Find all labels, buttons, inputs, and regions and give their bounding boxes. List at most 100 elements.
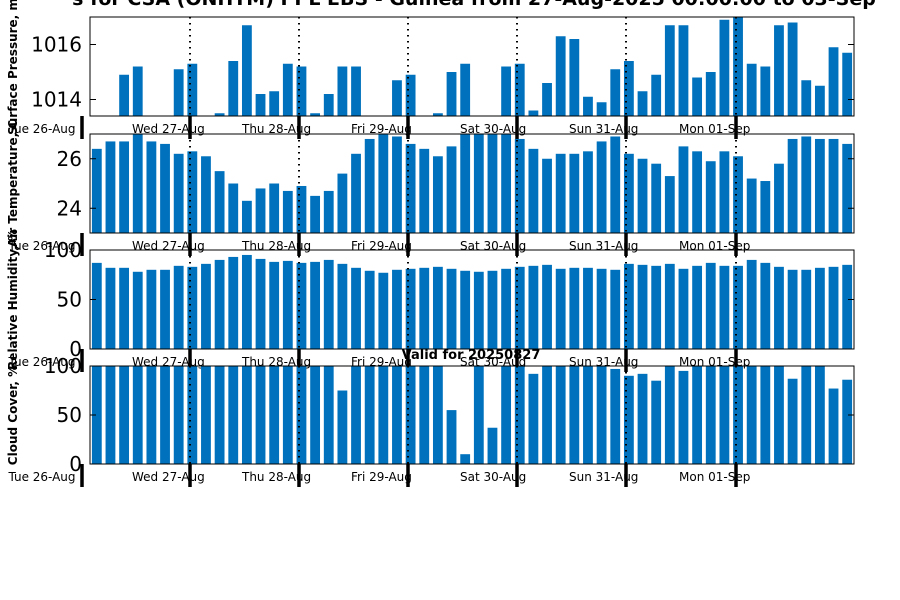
bar	[801, 136, 812, 233]
bar	[801, 269, 812, 349]
bar	[146, 141, 157, 233]
x-tick-label: Sat 30-Aug	[460, 122, 526, 136]
y-tick-label: 100	[44, 238, 82, 262]
bar	[528, 265, 539, 349]
bar	[501, 366, 512, 464]
x-tick-label: Mon 01-Sep	[679, 239, 750, 253]
bar	[774, 25, 784, 116]
bar	[501, 66, 512, 116]
bar	[501, 268, 512, 349]
bar	[623, 375, 634, 464]
y-tick-label: 0	[69, 452, 82, 476]
bar	[692, 151, 703, 233]
bar	[269, 183, 280, 233]
bar	[241, 366, 252, 464]
bar	[228, 366, 239, 464]
bar	[364, 270, 375, 349]
bar	[678, 25, 689, 116]
x-tick-label: Thu 28-Aug	[241, 239, 311, 253]
x-tick-label: Sat 30-Aug	[460, 470, 526, 484]
x-tick-label: Sun 31-Aug	[569, 470, 638, 484]
bar	[173, 265, 184, 349]
bar	[351, 153, 361, 233]
bar	[555, 153, 566, 233]
y-tick-label: 26	[57, 147, 82, 171]
bar	[241, 25, 252, 116]
x-tick-label: Tue 26-Aug	[7, 470, 75, 484]
bar	[460, 454, 471, 464]
y-tick-label: 1016	[31, 33, 82, 57]
bar	[269, 261, 280, 349]
bar	[337, 390, 348, 464]
bar	[105, 366, 116, 464]
bar	[569, 39, 580, 116]
bar	[296, 185, 307, 233]
bar	[282, 63, 293, 116]
bar	[555, 36, 566, 116]
bar	[160, 366, 170, 464]
bar	[473, 366, 484, 464]
bar	[774, 266, 784, 349]
bar	[201, 263, 211, 349]
bar	[733, 366, 743, 464]
bar	[542, 366, 552, 464]
bar	[105, 141, 116, 233]
bar	[842, 143, 853, 233]
bar	[637, 264, 648, 349]
bar	[119, 366, 130, 464]
bar-group	[119, 17, 853, 116]
bar	[787, 378, 798, 464]
bar	[392, 80, 402, 116]
bar	[201, 156, 211, 233]
bar	[678, 370, 689, 464]
y-tick-label: 100	[44, 354, 82, 378]
y-tick-label: 24	[57, 196, 82, 220]
bar	[637, 373, 648, 464]
bar	[146, 366, 157, 464]
bar	[255, 366, 266, 464]
bar	[664, 263, 675, 349]
bar	[583, 267, 593, 349]
bar	[664, 25, 675, 116]
bar	[446, 268, 457, 349]
bar	[814, 366, 825, 464]
bar	[514, 366, 525, 464]
bar	[269, 91, 280, 116]
bar	[692, 77, 703, 116]
bar	[623, 263, 634, 349]
bar	[214, 113, 225, 116]
bar	[596, 141, 607, 233]
bar	[228, 256, 239, 349]
bar	[432, 113, 443, 116]
bar	[637, 158, 648, 233]
x-tick-label: Fri 29-Aug	[351, 239, 412, 253]
bar	[119, 141, 130, 233]
bar	[364, 366, 375, 464]
bar	[473, 134, 484, 233]
bar	[814, 138, 825, 233]
bar	[378, 366, 389, 464]
bar	[746, 178, 757, 233]
bar	[664, 176, 675, 233]
bar	[542, 158, 552, 233]
y-tick-label: 0	[69, 337, 82, 361]
bar	[378, 134, 389, 233]
bar-group	[91, 254, 853, 349]
bar	[187, 366, 198, 464]
bar	[692, 265, 703, 349]
bar	[596, 268, 607, 349]
bar	[228, 61, 239, 116]
bar	[828, 138, 839, 233]
y-axis-label: Surface Pressure, m	[6, 0, 20, 135]
chart-panel-3: 0 50 100 Relative Humidity, %Tue 26-Aug Wed …	[6, 229, 855, 372]
bar	[146, 269, 157, 349]
bar	[419, 366, 430, 464]
bar	[337, 173, 348, 233]
x-tick-label: Wed 27-Aug	[132, 470, 205, 484]
bar	[555, 268, 566, 349]
bar	[337, 263, 348, 349]
bar	[746, 259, 757, 349]
bar	[405, 366, 416, 464]
y-tick-label: 50	[57, 288, 82, 312]
